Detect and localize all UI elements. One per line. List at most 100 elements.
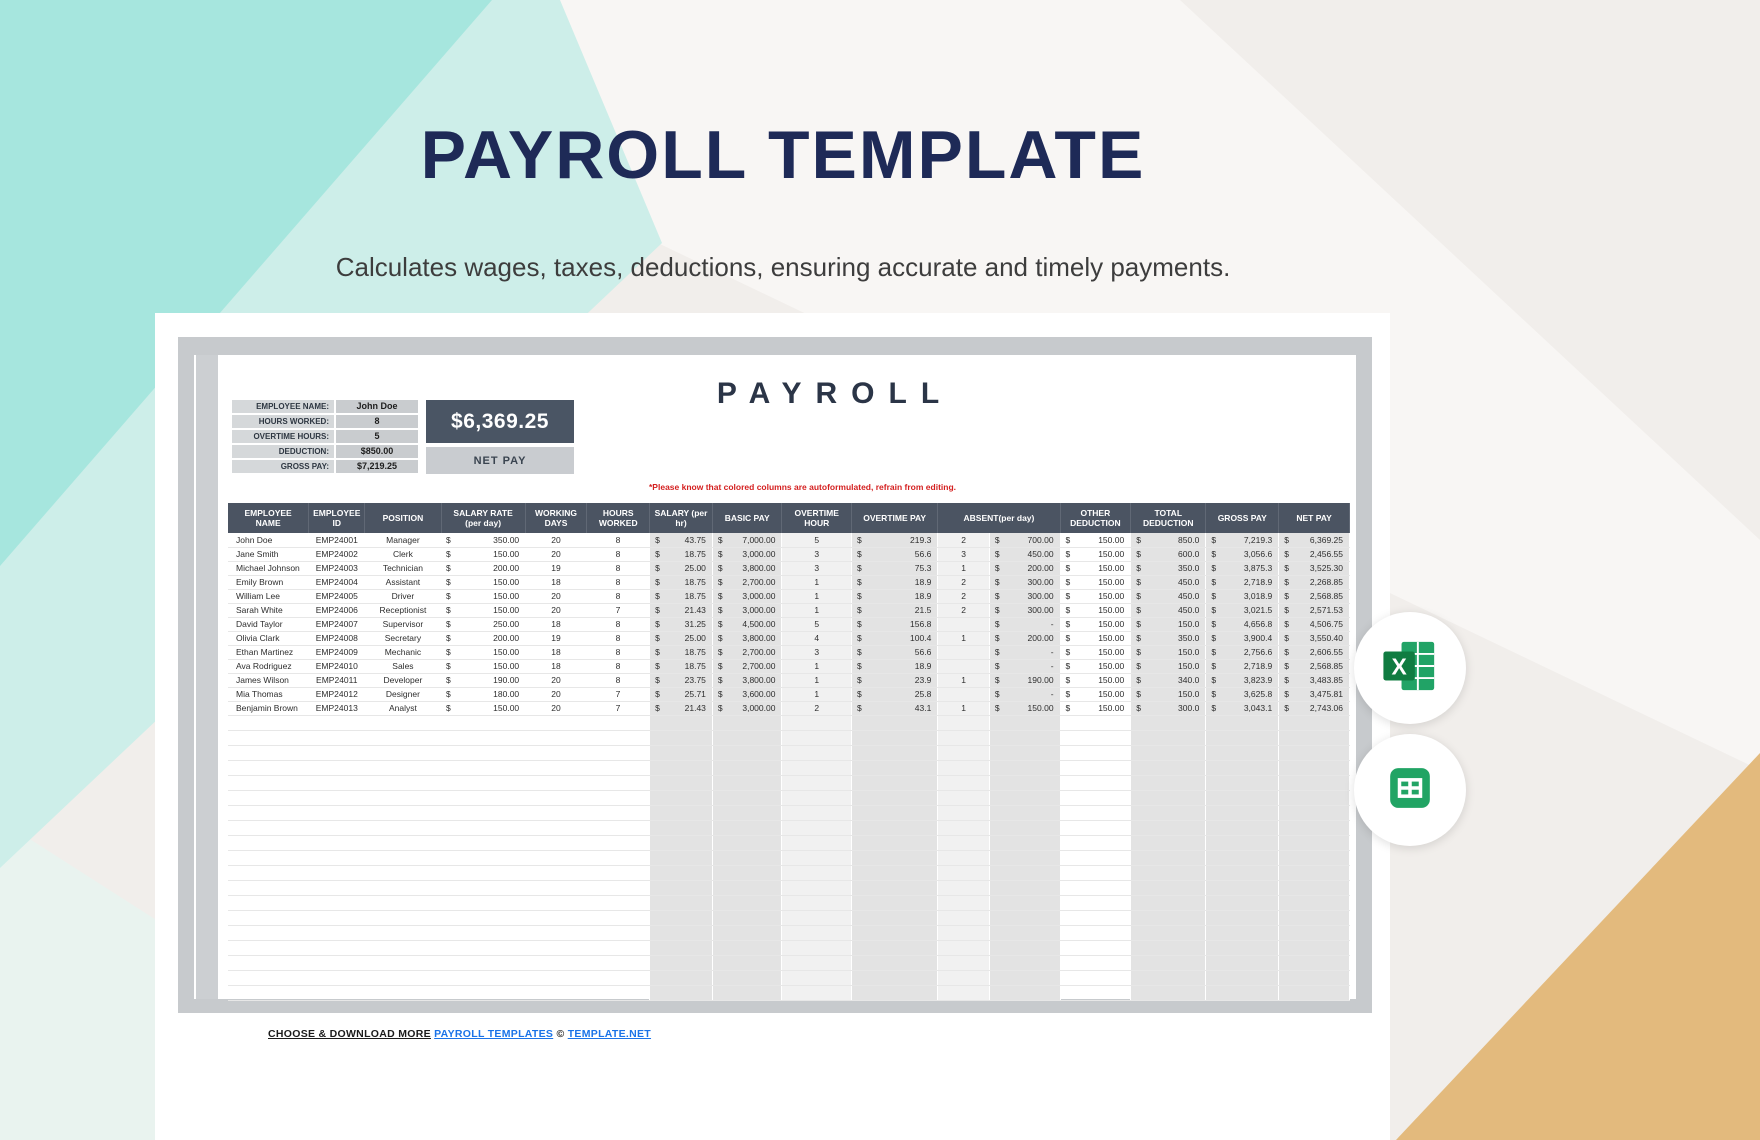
cell-gross-pay: $2,756.6 <box>1205 645 1280 660</box>
template-net-link[interactable]: TEMPLATE.NET <box>567 1028 652 1040</box>
cell-overtime-pay: $219.3 <box>850 533 939 548</box>
empty-row <box>228 910 1350 926</box>
row-gutter <box>196 355 218 999</box>
payroll-templates-link[interactable]: PAYROLL TEMPLATES <box>434 1028 554 1040</box>
cell-working-days: 18 <box>525 659 587 674</box>
cell-working-days: 20 <box>525 547 587 562</box>
cell-name: James Wilson <box>228 673 309 688</box>
cell-working-days: 20 <box>525 589 587 604</box>
cell-position: Designer <box>364 687 442 702</box>
google-sheets-download-button[interactable] <box>1354 734 1466 846</box>
footer: CHOOSE & DOWNLOAD MORE PAYROLL TEMPLATES… <box>268 1028 651 1040</box>
cell-other-deduction: $150.00 <box>1060 603 1131 618</box>
cell-name: Sarah White <box>228 603 309 618</box>
spreadsheet: EMPLOYEE NAME: John Doe HOURS WORKED: 8 … <box>194 355 1356 1001</box>
cell-hours-worked: 8 <box>586 575 650 590</box>
excel-download-button[interactable]: X <box>1354 612 1466 724</box>
cell-working-days: 20 <box>525 603 587 618</box>
cell-position: Secretary <box>364 631 442 646</box>
empty-row <box>228 925 1350 941</box>
empty-row <box>228 850 1350 866</box>
cell-net-pay: $2,743.06 <box>1278 701 1350 716</box>
cell-salary-per-hr: $18.75 <box>649 589 713 604</box>
cell-net-pay: $4,506.75 <box>1278 617 1350 632</box>
cell-absent-amount: $150.00 <box>988 701 1061 716</box>
empty-row <box>228 805 1350 821</box>
cell-gross-pay: $3,823.9 <box>1205 673 1280 688</box>
cell-net-pay: $6,369.25 <box>1278 533 1350 548</box>
col-overtime-hour: OVERTIME HOUR <box>781 503 852 533</box>
cell-absent-days: 2 <box>937 589 990 604</box>
cell-other-deduction: $150.00 <box>1060 701 1131 716</box>
cell-id: EMP24009 <box>308 645 365 660</box>
cell-gross-pay: $3,018.9 <box>1205 589 1280 604</box>
table-row: Sarah White EMP24006 Receptionist $150.00 20… <box>228 603 1350 618</box>
col-absent-per-day: ABSENT(per day) <box>937 503 1061 533</box>
cell-net-pay: $3,525.30 <box>1278 561 1350 576</box>
cell-overtime-pay: $18.9 <box>850 589 939 604</box>
table-row: Emily Brown EMP24004 Assistant $150.00 18 8 $1… <box>228 575 1350 590</box>
cell-hours-worked: 8 <box>586 673 650 688</box>
col-gross-pay: GROSS PAY <box>1205 503 1280 533</box>
cell-overtime-pay: $23.9 <box>850 673 939 688</box>
empty-row <box>228 820 1350 836</box>
cell-id: EMP24005 <box>308 589 365 604</box>
empty-row <box>228 790 1350 806</box>
cell-gross-pay: $2,718.9 <box>1205 659 1280 674</box>
cell-id: EMP24002 <box>308 547 365 562</box>
cell-basic-pay: $3,000.00 <box>711 701 783 716</box>
net-pay-amount: $6,369.25 <box>426 400 574 443</box>
cell-net-pay: $2,606.55 <box>1278 645 1350 660</box>
cell-other-deduction: $150.00 <box>1060 673 1131 688</box>
empty-row <box>228 880 1350 896</box>
cell-position: Supervisor <box>364 617 442 632</box>
cell-name: John Doe <box>228 533 309 548</box>
table-row: Michael Johnson EMP24003 Technician $200.00… <box>228 561 1350 576</box>
cell-other-deduction: $150.00 <box>1060 575 1131 590</box>
cell-hours-worked: 7 <box>586 687 650 702</box>
cell-overtime-hour: 5 <box>781 533 852 548</box>
excel-icon: X <box>1381 637 1439 700</box>
empty-row <box>228 895 1350 911</box>
cell-net-pay: $2,568.85 <box>1278 659 1350 674</box>
col-salary-per-hr: SALARY (per hr) <box>649 503 713 533</box>
col-salary-rate: SALARY RATE (per day) <box>441 503 526 533</box>
cell-gross-pay: $3,043.1 <box>1205 701 1280 716</box>
cell-id: EMP24011 <box>308 673 365 688</box>
cell-working-days: 20 <box>525 701 587 716</box>
cell-working-days: 20 <box>525 687 587 702</box>
cell-overtime-hour: 2 <box>781 701 852 716</box>
google-sheets-icon <box>1382 760 1438 821</box>
cell-net-pay: $3,550.40 <box>1278 631 1350 646</box>
cell-overtime-pay: $56.6 <box>850 547 939 562</box>
cell-basic-pay: $3,000.00 <box>711 547 783 562</box>
cell-salary-rate: $190.00 <box>441 673 526 688</box>
cell-overtime-hour: 1 <box>781 687 852 702</box>
sheet-title: PAYROLL <box>716 377 954 410</box>
cell-absent-days: 2 <box>937 603 990 618</box>
cell-total-deduction: $600.0 <box>1130 547 1207 562</box>
empty-row <box>228 970 1350 986</box>
cell-hours-worked: 8 <box>586 561 650 576</box>
cell-total-deduction: $450.0 <box>1130 589 1207 604</box>
cell-absent-days: 2 <box>937 533 990 548</box>
cell-working-days: 18 <box>525 645 587 660</box>
summary-box: EMPLOYEE NAME: John Doe HOURS WORKED: 8 … <box>232 400 418 473</box>
cell-salary-rate: $350.00 <box>441 533 526 548</box>
cell-other-deduction: $150.00 <box>1060 659 1131 674</box>
cell-overtime-pay: $18.9 <box>850 659 939 674</box>
table-row: William Lee EMP24005 Driver $150.00 20 8 $18.7… <box>228 589 1350 604</box>
cell-name: Ava Rodriguez <box>228 659 309 674</box>
cell-absent-amount: $300.00 <box>988 603 1061 618</box>
col-overtime-pay: OVERTIME PAY <box>851 503 939 533</box>
cell-position: Sales <box>364 659 442 674</box>
cell-overtime-pay: $56.6 <box>850 645 939 660</box>
summary-value-deduction: $850.00 <box>336 445 418 458</box>
cell-hours-worked: 8 <box>586 645 650 660</box>
cell-overtime-pay: $25.8 <box>850 687 939 702</box>
autoformula-warning: *Please know that colored columns are au… <box>649 482 957 492</box>
cell-hours-worked: 8 <box>586 617 650 632</box>
table-row: Olivia Clark EMP24008 Secretary $200.00 19 8 $… <box>228 631 1350 646</box>
cell-basic-pay: $2,700.00 <box>711 575 783 590</box>
